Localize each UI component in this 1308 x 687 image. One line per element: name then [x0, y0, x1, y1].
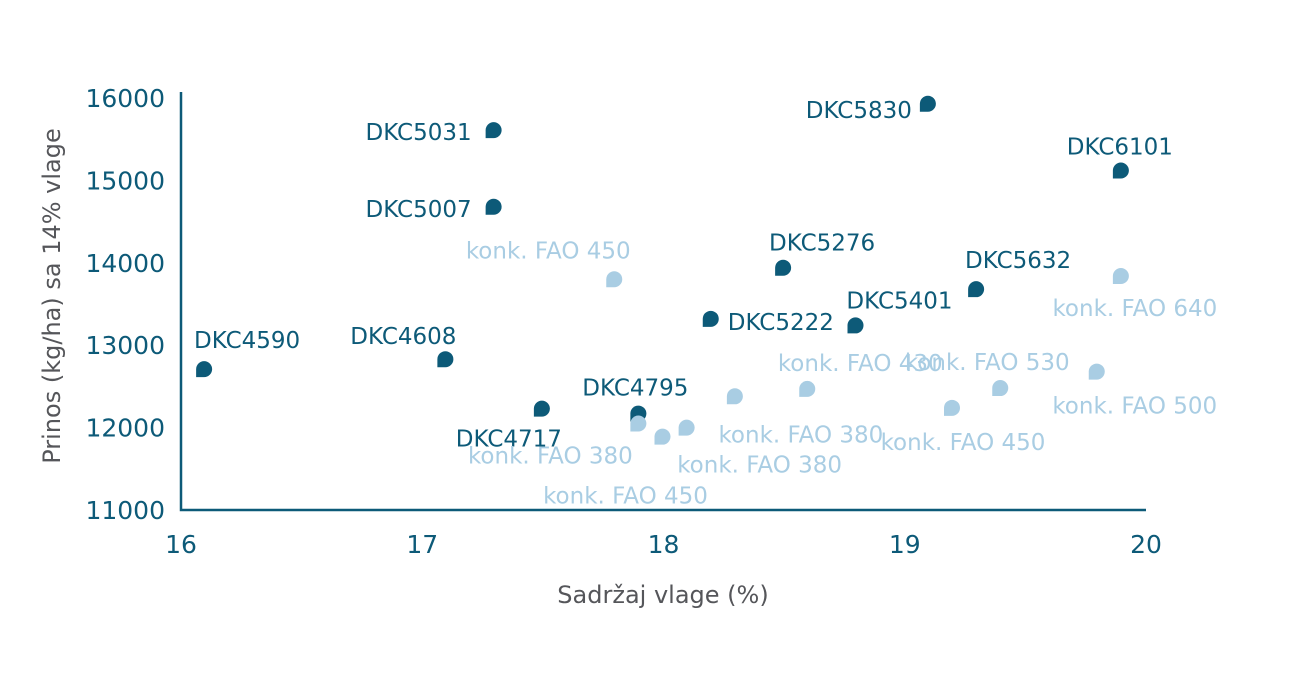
y-tick-label: 13000 [85, 331, 165, 360]
data-point-label: konk. FAO 500 [1052, 394, 1217, 420]
data-point-label: DKC5007 [365, 197, 471, 223]
data-point-marker [1112, 162, 1129, 179]
data-point-marker [968, 281, 985, 298]
data-point-marker [847, 317, 864, 334]
data-point-label: DKC4795 [582, 376, 688, 402]
data-point-marker [630, 415, 647, 432]
data-point-label: konk. FAO 380 [677, 453, 842, 479]
data-point-marker [775, 259, 792, 276]
data-point-label: DKC6101 [1067, 135, 1173, 161]
chart-axes [179, 92, 1146, 512]
data-point-label: konk. FAO 380 [718, 422, 883, 448]
y-tick-label: 11000 [85, 496, 165, 525]
x-tick-label: 19 [889, 530, 921, 559]
data-point-label: DKC5222 [728, 310, 834, 336]
data-point-marker [702, 310, 719, 327]
data-point-label: konk. FAO 380 [468, 443, 633, 469]
data-point-label: konk. FAO 450 [881, 430, 1046, 456]
axis-lines [179, 92, 1146, 512]
data-point-marker [533, 400, 550, 417]
data-point-marker [485, 122, 502, 139]
data-point-label: konk. FAO 430 [778, 351, 943, 377]
point-labels: DKC5830 DKC5031 DKC6101 DKC5007 DKC5276 DKC56… [194, 98, 1217, 510]
x-tick-label: 17 [406, 530, 438, 559]
data-point-label: konk. FAO 530 [905, 350, 1070, 376]
data-point-label: DKC5632 [965, 248, 1071, 274]
data-point-marker [437, 351, 454, 368]
data-point-label: DKC4590 [194, 328, 300, 354]
y-tick-label: 16000 [85, 84, 165, 113]
x-axis-title: Sadržaj vlage (%) [557, 581, 768, 609]
data-point-marker [1112, 267, 1129, 284]
data-point-label: DKC4608 [350, 324, 456, 350]
data-point-label: konk. FAO 640 [1052, 296, 1217, 322]
data-point-marker [919, 95, 936, 112]
data-point-marker [992, 380, 1009, 397]
data-point-label: DKC5031 [365, 120, 471, 146]
data-point-marker [799, 380, 816, 397]
y-tick-label: 15000 [85, 166, 165, 195]
data-point-label: konk. FAO 450 [466, 238, 631, 264]
data-point-marker [196, 361, 213, 378]
data-point-label: DKC4717 [456, 427, 562, 453]
data-point-marker [726, 388, 743, 405]
y-axis-ticks: 11000 12000 13000 14000 15000 16000 [85, 84, 165, 525]
data-point-marker [654, 428, 671, 445]
data-point-marker [1088, 363, 1105, 380]
x-axis-ticks: 16 17 18 19 20 [165, 530, 1162, 559]
y-tick-label: 12000 [85, 414, 165, 443]
data-point-label: konk. FAO 450 [543, 484, 708, 510]
data-points [196, 95, 1129, 445]
data-point-marker [944, 399, 960, 416]
data-point-marker [485, 198, 502, 215]
data-point-label: DKC5276 [769, 231, 875, 257]
data-point-label: DKC5401 [846, 288, 952, 314]
x-tick-label: 16 [165, 530, 197, 559]
x-tick-label: 18 [648, 530, 680, 559]
data-point-label: DKC5830 [806, 98, 912, 124]
x-tick-label: 20 [1130, 530, 1162, 559]
data-point-marker [606, 271, 623, 288]
y-axis-title: Prinos (kg/ha) sa 14% vlage [38, 128, 66, 464]
data-point-marker [678, 419, 695, 436]
y-tick-label: 14000 [85, 249, 165, 278]
